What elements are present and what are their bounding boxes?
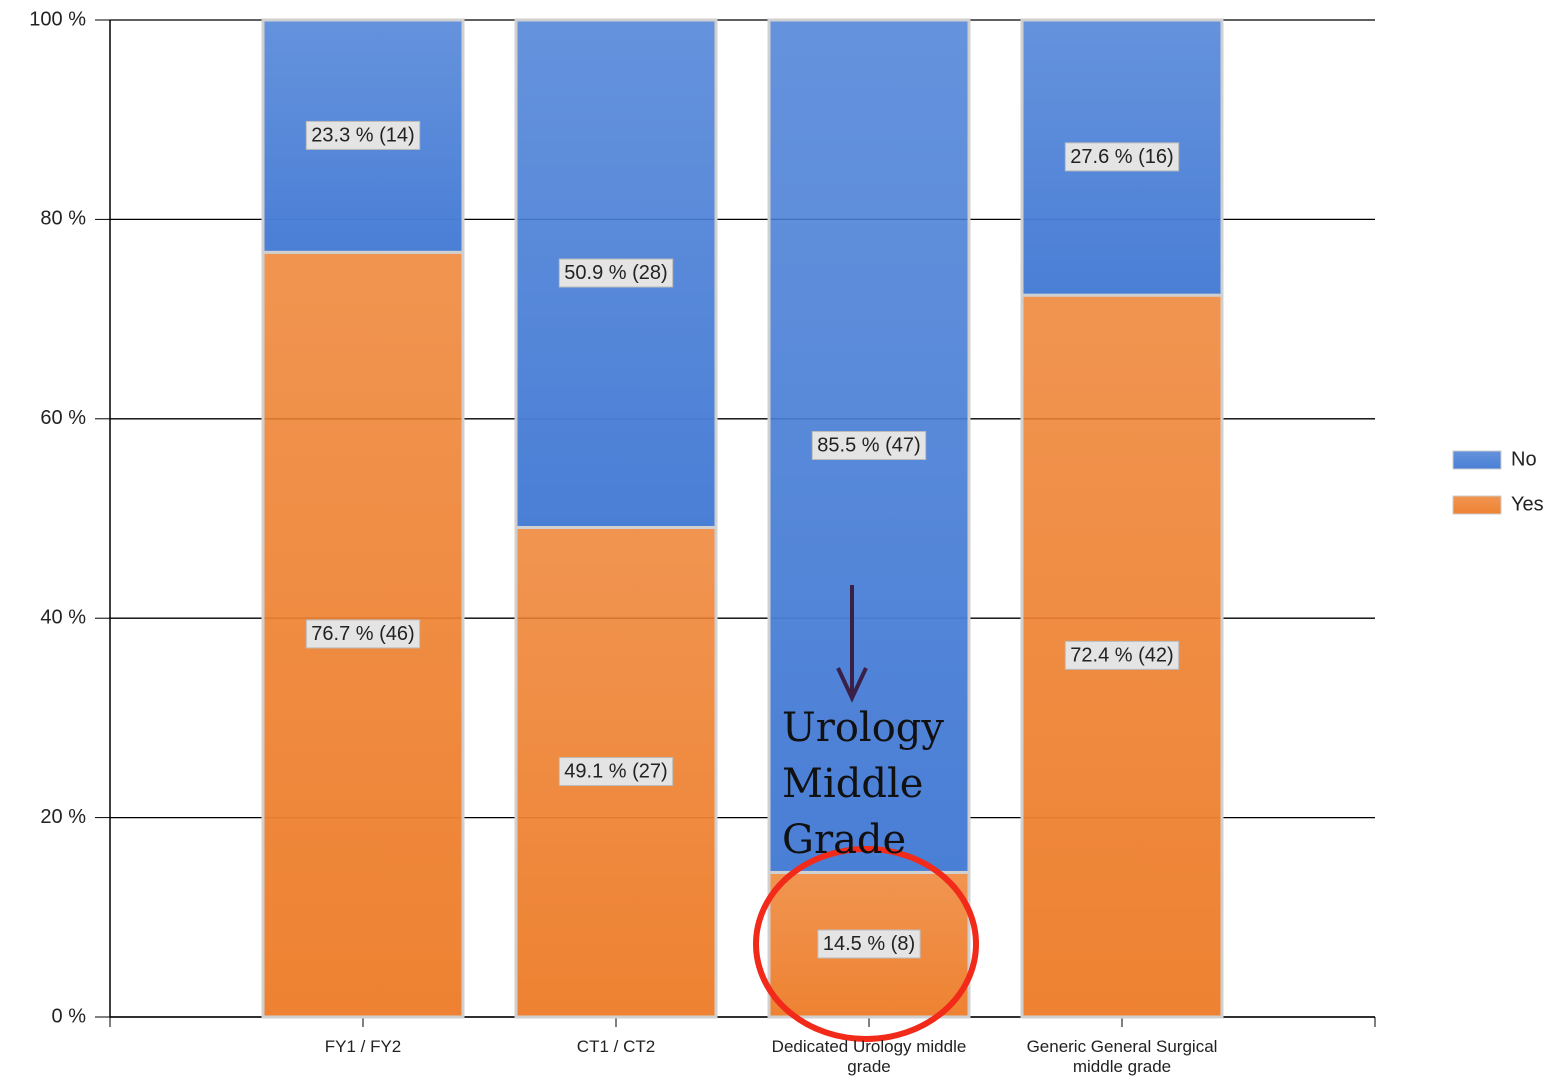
y-tick-label: 0 % xyxy=(52,1005,87,1027)
data-label-bg xyxy=(558,757,674,787)
legend-label: No xyxy=(1511,448,1537,470)
data-label: 50.9 % (28) xyxy=(564,262,667,284)
data-label: 72.4 % (42) xyxy=(1070,644,1173,666)
y-tick-label: 80 % xyxy=(40,208,86,230)
data-label-bg xyxy=(305,619,421,649)
data-label: 23.3 % (14) xyxy=(311,124,414,146)
legend-swatch xyxy=(1452,495,1502,515)
x-tick-label: CT1 / CT2 xyxy=(576,1037,656,1056)
data-label-bg xyxy=(811,430,927,460)
y-tick-label: 40 % xyxy=(40,606,86,628)
x-tick-label: Dedicated Urology middle grade xyxy=(771,1037,967,1076)
x-tick-label: FY1 / FY2 xyxy=(324,1037,402,1056)
y-tick-label: 20 % xyxy=(40,806,86,828)
data-label: 14.5 % (8) xyxy=(823,933,915,955)
data-label-bg xyxy=(817,929,921,959)
legend-label: Yes xyxy=(1511,493,1544,515)
data-label-bg xyxy=(1064,142,1180,172)
data-label: 85.5 % (47) xyxy=(817,434,920,456)
data-label-bg xyxy=(305,120,421,150)
y-tick-label: 100 % xyxy=(29,8,86,30)
data-label: 49.1 % (27) xyxy=(564,761,667,783)
data-label: 76.7 % (46) xyxy=(311,623,414,645)
y-tick-label: 60 % xyxy=(40,407,86,429)
legend-swatch xyxy=(1452,450,1502,470)
highlight-circle xyxy=(753,846,979,1042)
data-label-bg xyxy=(558,258,674,288)
data-label: 27.6 % (16) xyxy=(1070,146,1173,168)
annotation: Urology Middle Grade xyxy=(782,705,944,863)
annotation-arrowhead xyxy=(836,667,868,703)
data-label-bg xyxy=(1064,640,1180,670)
x-tick-label: Generic General Surgical middle grade xyxy=(1026,1037,1218,1076)
